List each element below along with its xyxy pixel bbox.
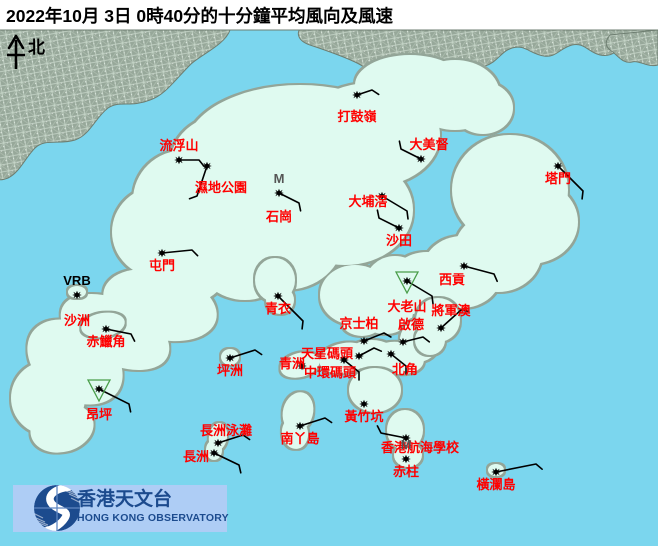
svg-text:將軍澳: 將軍澳 (431, 303, 471, 318)
svg-text:昂坪: 昂坪 (86, 407, 112, 422)
svg-text:南丫島: 南丫島 (280, 431, 319, 446)
svg-text:沙洲: 沙洲 (64, 313, 90, 328)
svg-text:大埔滘: 大埔滘 (348, 194, 387, 209)
svg-text:大美督: 大美督 (409, 137, 448, 152)
svg-text:VRB: VRB (63, 273, 90, 288)
svg-text:坪洲: 坪洲 (217, 363, 243, 378)
svg-text:北: 北 (28, 38, 45, 57)
svg-text:流浮山: 流浮山 (159, 138, 198, 153)
svg-text:赤鱲角: 赤鱲角 (86, 334, 125, 349)
svg-text:香港天文台: 香港天文台 (76, 487, 172, 510)
svg-text:大老山: 大老山 (387, 299, 426, 314)
svg-text:打鼓嶺: 打鼓嶺 (337, 109, 376, 124)
svg-text:塔門: 塔門 (545, 171, 571, 186)
svg-text:濕地公園: 濕地公園 (195, 180, 247, 195)
svg-text:京士柏: 京士柏 (339, 316, 378, 331)
svg-text:石崗: 石崗 (265, 209, 292, 224)
svg-text:啟德: 啟德 (398, 317, 424, 332)
svg-text:中環碼頭: 中環碼頭 (304, 365, 357, 380)
svg-text:橫瀾島: 橫瀾島 (476, 477, 515, 492)
svg-text:香港航海學校: 香港航海學校 (380, 440, 460, 455)
svg-text:黃竹坑: 黃竹坑 (343, 409, 383, 424)
svg-text:沙田: 沙田 (386, 233, 412, 248)
svg-text:長洲泳灘: 長洲泳灘 (200, 423, 252, 438)
svg-text:西貢: 西貢 (439, 272, 465, 287)
svg-text:HONG KONG OBSERVATORY: HONG KONG OBSERVATORY (77, 512, 229, 524)
svg-text:M: M (274, 171, 285, 186)
svg-text:赤柱: 赤柱 (393, 464, 419, 479)
svg-text:青洲: 青洲 (279, 356, 305, 371)
svg-text:屯門: 屯門 (149, 258, 175, 273)
svg-text:M: M (401, 437, 412, 452)
svg-text:青衣: 青衣 (265, 301, 291, 316)
svg-text:北角: 北角 (392, 362, 418, 377)
svg-text:長洲: 長洲 (183, 449, 209, 464)
